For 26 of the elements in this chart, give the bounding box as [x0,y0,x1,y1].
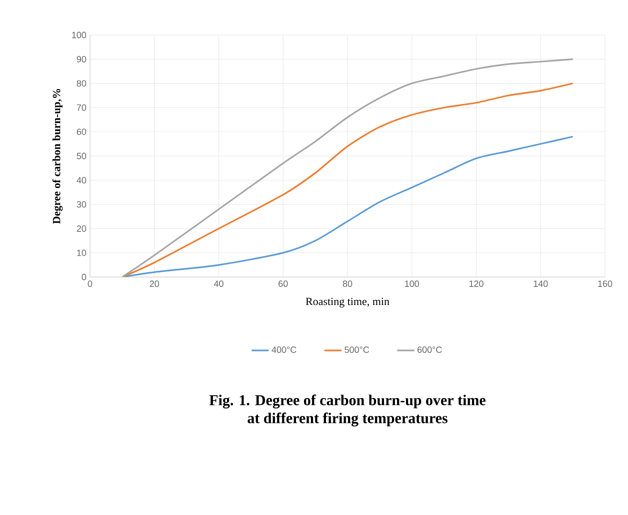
y-tick-label: 0 [82,274,86,280]
legend-label: 400°C [272,346,296,353]
y-tick-label: 80 [76,80,86,87]
x-tick-label: 40 [214,280,224,287]
x-tick-label: 140 [534,280,548,287]
y-tick-label: 40 [76,177,86,184]
y-tick-label: 20 [76,225,86,232]
y-tick-label: 90 [76,56,86,62]
y-tick-label: 100 [72,32,86,38]
x-tick-label: 0 [88,280,92,287]
y-tick-label: 70 [76,104,86,111]
y-tick-label: 30 [76,201,86,208]
text: Fig. 1. Degree of carbon burn-up over time at different firing temperatures [209,394,486,426]
x-axis-title: Roasting time, min [306,298,390,308]
y-tick-label: 60 [76,128,86,135]
x-tick-label: 100 [405,280,420,287]
x-tick-label: 120 [469,280,484,287]
y-axis-title: Degree of carbon burn-up,% [52,89,63,224]
x-tick-label: 80 [342,280,352,287]
x-tick-label: 60 [278,280,288,287]
x-tick-label: 20 [150,280,160,287]
legend-label: 500°C [344,346,370,353]
x-tick-label: 160 [598,280,612,287]
y-tick-label: 10 [77,250,86,256]
legend-label: 600°C [418,346,442,353]
y-tick-label: 50 [76,152,86,160]
